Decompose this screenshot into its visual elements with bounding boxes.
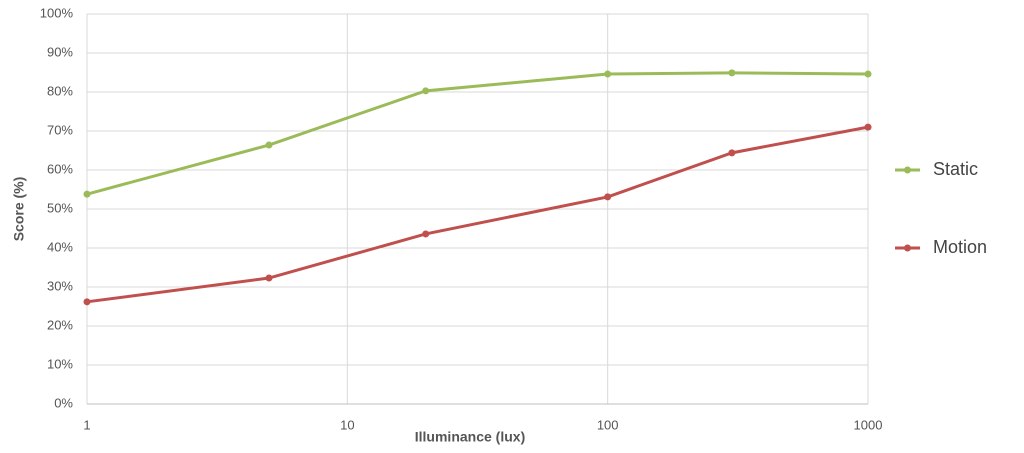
- legend-label: Motion: [933, 237, 987, 257]
- y-tick-label: 80%: [47, 83, 73, 98]
- y-tick-label: 0%: [54, 395, 73, 410]
- y-tick-label: 10%: [47, 356, 73, 371]
- x-tick-label: 1000: [854, 417, 883, 432]
- data-point: [265, 274, 273, 282]
- series-line: [86, 125, 869, 304]
- y-tick-label: 70%: [47, 122, 73, 137]
- data-point: [728, 69, 736, 77]
- legend-label: Static: [933, 159, 978, 179]
- y-tick-label: 30%: [47, 278, 73, 293]
- y-tick-label: 60%: [47, 161, 73, 176]
- y-tick-label: 90%: [47, 44, 73, 59]
- legend-marker: [904, 166, 911, 174]
- series-line: [86, 71, 869, 196]
- data-point: [422, 87, 430, 95]
- data-point: [422, 230, 430, 238]
- x-axis-title: Illuminance (lux): [415, 429, 525, 445]
- data-point: [265, 141, 273, 149]
- data-point: [604, 193, 612, 201]
- y-axis-title: Score (%): [11, 177, 27, 242]
- x-tick-label: 100: [597, 417, 619, 432]
- data-point: [83, 190, 91, 198]
- y-tick-label: 100%: [40, 5, 74, 20]
- data-point: [864, 70, 872, 78]
- legend-marker: [904, 244, 911, 252]
- y-tick-label: 40%: [47, 239, 73, 254]
- y-tick-label: 50%: [47, 200, 73, 215]
- x-tick-label: 1: [83, 417, 90, 432]
- y-tick-label: 20%: [47, 317, 73, 332]
- data-point: [864, 123, 872, 131]
- x-tick-label: 10: [340, 417, 354, 432]
- data-point: [728, 149, 736, 157]
- data-point: [83, 298, 91, 306]
- data-point: [604, 70, 612, 78]
